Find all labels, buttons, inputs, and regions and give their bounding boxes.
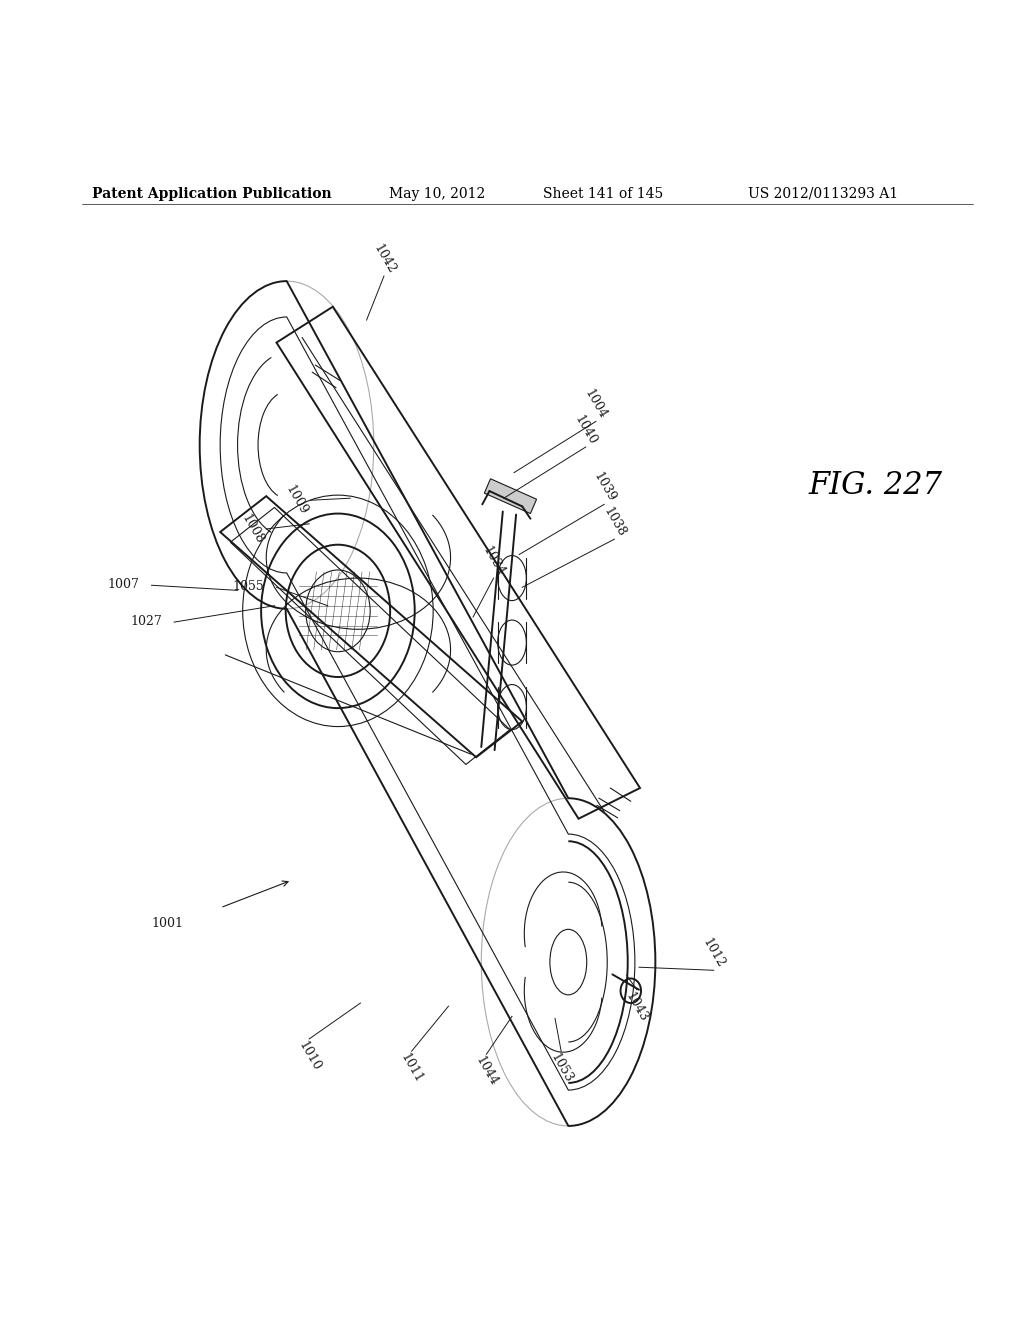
Text: 1040: 1040 bbox=[572, 413, 599, 447]
Text: 1007: 1007 bbox=[108, 578, 139, 591]
Text: 1053: 1053 bbox=[548, 1051, 574, 1085]
Text: US 2012/0113293 A1: US 2012/0113293 A1 bbox=[748, 187, 898, 201]
Text: 1039: 1039 bbox=[591, 470, 617, 504]
Text: 1042: 1042 bbox=[371, 242, 397, 276]
Text: 1009: 1009 bbox=[283, 483, 310, 517]
Text: May 10, 2012: May 10, 2012 bbox=[389, 187, 485, 201]
Text: 1001: 1001 bbox=[152, 916, 183, 929]
Text: 1044: 1044 bbox=[473, 1055, 500, 1089]
Text: 1012: 1012 bbox=[700, 936, 727, 970]
Text: Sheet 141 of 145: Sheet 141 of 145 bbox=[543, 187, 663, 201]
Polygon shape bbox=[484, 479, 537, 513]
Text: FIG. 227: FIG. 227 bbox=[809, 470, 943, 502]
Text: 1008: 1008 bbox=[239, 512, 266, 546]
Text: 1004: 1004 bbox=[583, 387, 609, 421]
Text: 1055: 1055 bbox=[232, 579, 264, 593]
Text: 1010: 1010 bbox=[296, 1039, 323, 1073]
Text: 1038: 1038 bbox=[601, 506, 628, 539]
Text: 1043: 1043 bbox=[624, 990, 650, 1024]
Text: 1027: 1027 bbox=[130, 615, 162, 627]
Text: 1034: 1034 bbox=[480, 544, 507, 578]
Text: 1011: 1011 bbox=[398, 1051, 425, 1085]
Text: Patent Application Publication: Patent Application Publication bbox=[92, 187, 332, 201]
